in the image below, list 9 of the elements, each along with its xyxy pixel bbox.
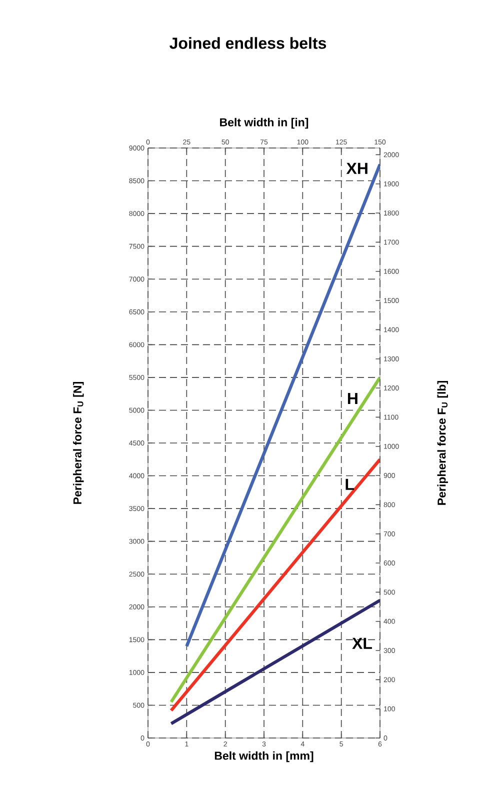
chart-title: Joined endless belts: [170, 37, 326, 49]
x2-axis-title: Belt width in [in]: [220, 118, 308, 129]
series-label: XH: [346, 162, 368, 174]
x-axis-title: Belt width in [mm]: [214, 751, 314, 762]
series-label: XL: [352, 638, 372, 649]
series-label: H: [348, 392, 358, 404]
y2-axis-title: Peripheral force F$_{U}$ [lb]: [437, 381, 448, 505]
y-axis-title: Peripheral force F$_{U}$ [N]: [73, 382, 84, 504]
series-label: L: [346, 478, 354, 490]
